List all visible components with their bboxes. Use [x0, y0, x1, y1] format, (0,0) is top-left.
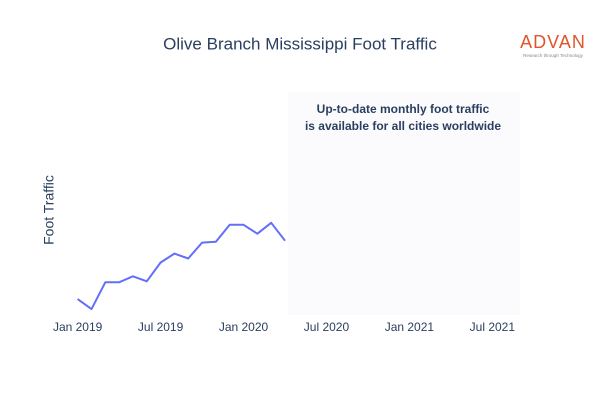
annotation: is available for all cities worldwide — [305, 119, 501, 133]
logo: ADVAN — [520, 32, 586, 52]
x-tick-label: Jul 2021 — [470, 320, 516, 334]
logo-tagline: Research through Technology — [523, 53, 583, 58]
forecast-region — [288, 92, 520, 315]
y-axis-label: Foot Traffic — [41, 175, 57, 245]
line — [77, 221, 286, 311]
x-tick-label: Jan 2021 — [385, 320, 435, 334]
x-tick-label: Jan 2020 — [219, 320, 269, 334]
x-tick-label: Jul 2019 — [138, 320, 184, 334]
x-tick-label: Jul 2020 — [304, 320, 350, 334]
annotation: Up-to-date monthly foot traffic — [317, 102, 490, 116]
x-tick-label: Jan 2019 — [53, 320, 103, 334]
chart-title: Olive Branch Mississippi Foot Traffic — [163, 34, 437, 53]
